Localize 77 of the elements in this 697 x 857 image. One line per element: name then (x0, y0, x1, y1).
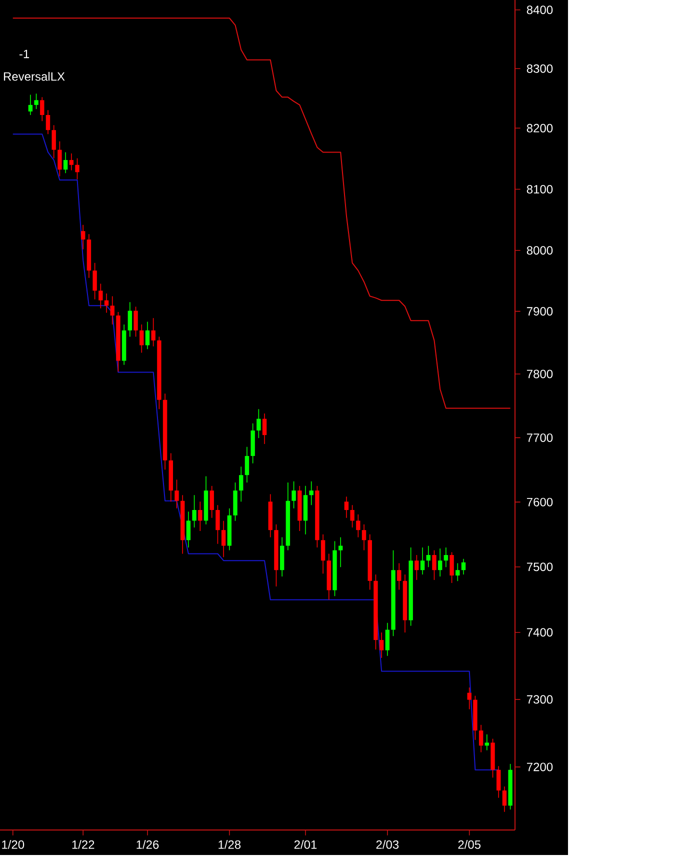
candlestick (456, 562, 460, 582)
x-tick-label: 1/20 (2, 840, 24, 849)
candlestick (338, 536, 343, 568)
candlestick (192, 494, 196, 528)
candlestick (52, 124, 56, 159)
candlestick (344, 496, 349, 518)
candlestick (397, 562, 402, 590)
candlestick (75, 158, 80, 180)
candlestick (92, 262, 97, 300)
candlestick (221, 520, 226, 558)
candlestick (46, 110, 50, 135)
candlestick (256, 408, 261, 438)
candlestick (34, 93, 38, 110)
annotation: ReversalLX (4, 72, 65, 81)
candlestick (134, 306, 138, 338)
candlestick (484, 734, 490, 751)
candlestick (414, 554, 419, 580)
candlestick (186, 511, 191, 548)
candlestick (478, 724, 484, 753)
candlestick (379, 632, 384, 658)
candlestick (151, 318, 156, 347)
candlestick (174, 479, 179, 509)
candlestick (145, 321, 150, 350)
candlestick (350, 504, 354, 528)
annotation: -1 (20, 50, 30, 58)
candlestick (98, 283, 103, 309)
y-tick-label: 7300 (526, 695, 553, 704)
y-tick-label: 7700 (526, 433, 553, 442)
x-tick-label: 2/01 (294, 840, 317, 849)
candlestick (438, 548, 442, 577)
candlestick (496, 766, 501, 798)
candlestick (239, 466, 244, 502)
candlestick (140, 324, 144, 354)
candlestick (104, 293, 109, 314)
candlestick (362, 524, 366, 551)
candlestick (426, 545, 430, 568)
candlestick (244, 446, 250, 483)
candlestick (461, 558, 466, 575)
candlestick (262, 413, 267, 444)
candlestick (58, 140, 62, 177)
y-tick-label: 7600 (526, 498, 553, 506)
candlestick (450, 552, 454, 584)
candlestick (444, 547, 448, 568)
candlestick (80, 224, 86, 250)
candlestick (420, 547, 425, 575)
y-tick-label: 8400 (526, 6, 553, 14)
candlestick (63, 152, 68, 174)
candlestick (210, 486, 214, 518)
y-tick-label: 7400 (526, 628, 553, 637)
candlestick (432, 550, 436, 580)
candlestick (356, 514, 360, 538)
x-tick-label: 1/22 (72, 840, 94, 849)
candlestick (128, 302, 132, 338)
candlestick (467, 687, 472, 710)
candlestick (320, 534, 326, 574)
candlestick (216, 504, 220, 544)
y-tick-label: 7900 (526, 307, 553, 316)
x-tick-label: 2/03 (376, 840, 399, 849)
candlestick (292, 480, 296, 509)
candlestick (502, 786, 507, 812)
candlestick (198, 501, 202, 532)
y-tick-label: 7500 (526, 562, 553, 572)
y-tick-label: 8200 (526, 124, 553, 132)
candlestick (110, 296, 114, 325)
candlestick (309, 480, 314, 506)
x-tick-label: 2/05 (458, 840, 481, 849)
candlestick (385, 622, 390, 656)
candlestick (40, 96, 44, 122)
y-tick-label: 8300 (526, 64, 553, 73)
y-tick-label: 8100 (526, 184, 553, 194)
candlestick (28, 94, 33, 116)
x-tick-label: 1/26 (136, 840, 159, 849)
y-tick-label: 8000 (526, 246, 553, 255)
candlestick (69, 153, 74, 171)
y-tick-label: 7800 (526, 370, 553, 378)
x-tick-label: 1/28 (218, 840, 241, 849)
y-tick-label: 7200 (526, 762, 553, 772)
